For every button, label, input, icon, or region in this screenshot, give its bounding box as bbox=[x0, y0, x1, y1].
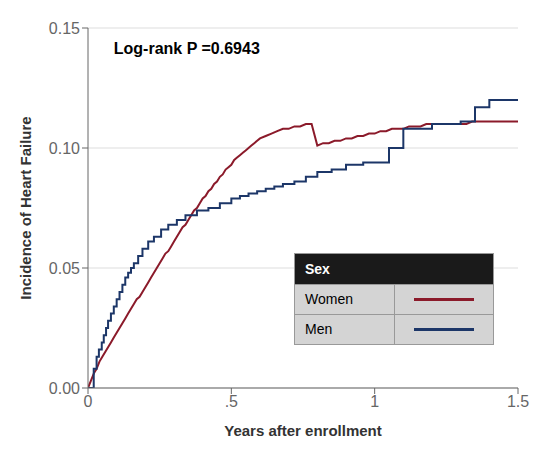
svg-text:Incidence of Heart Failure: Incidence of Heart Failure bbox=[17, 116, 34, 299]
html-text:Women: Women bbox=[305, 291, 353, 307]
svg-text:0: 0 bbox=[84, 393, 93, 410]
svg-text:0.05: 0.05 bbox=[49, 260, 80, 277]
svg-text:0.00: 0.00 bbox=[49, 380, 80, 397]
svg-text:0.10: 0.10 bbox=[49, 140, 80, 157]
html-text:Sex: Sex bbox=[305, 261, 330, 277]
svg-text:Years after enrollment: Years after enrollment bbox=[224, 422, 382, 439]
svg-text:0.15: 0.15 bbox=[49, 20, 80, 37]
svg-text:1: 1 bbox=[370, 393, 379, 410]
svg-text:1.5: 1.5 bbox=[507, 393, 529, 410]
html-text:Men: Men bbox=[305, 321, 333, 337]
html-text:Log-rank P =0.6943: Log-rank P =0.6943 bbox=[113, 40, 260, 57]
svg-text:.5: .5 bbox=[225, 393, 238, 410]
